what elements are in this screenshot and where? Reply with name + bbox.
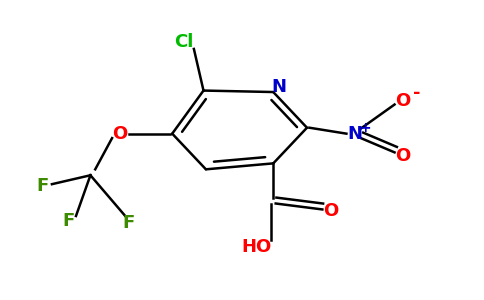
Text: F: F xyxy=(123,214,135,232)
Text: F: F xyxy=(62,212,75,230)
Text: -: - xyxy=(413,84,421,102)
Text: N: N xyxy=(348,125,363,143)
Text: HO: HO xyxy=(242,238,272,256)
Text: +: + xyxy=(360,121,372,135)
Text: O: O xyxy=(112,125,127,143)
Text: O: O xyxy=(395,92,411,110)
Text: O: O xyxy=(323,202,339,220)
Text: F: F xyxy=(36,177,48,195)
Text: O: O xyxy=(395,147,411,165)
Text: Cl: Cl xyxy=(175,32,194,50)
Text: N: N xyxy=(272,78,287,96)
